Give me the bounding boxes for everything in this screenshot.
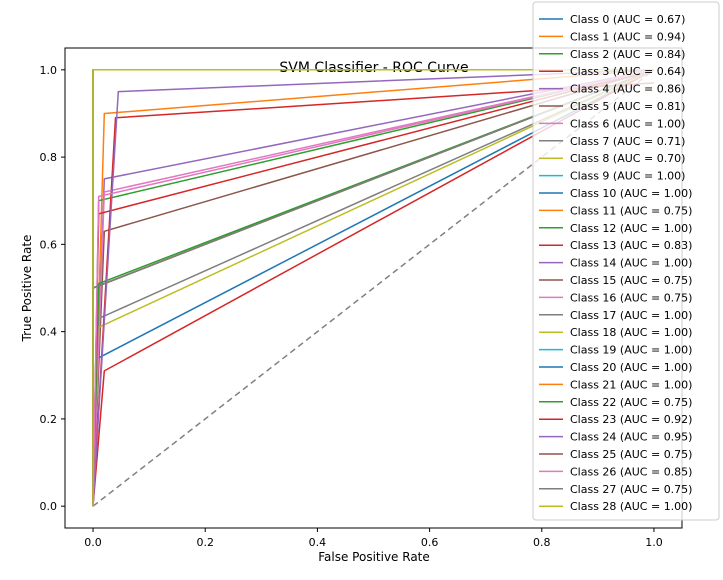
legend-label-class-5: Class 5 (AUC = 0.81)	[570, 100, 685, 113]
legend-label-class-3: Class 3 (AUC = 0.64)	[570, 65, 685, 78]
y-axis: 0.0 0.2 0.4 0.6 0.8 1.0	[40, 64, 65, 513]
legend-label-class-17: Class 17 (AUC = 1.00)	[570, 309, 692, 322]
legend-label-class-7: Class 7 (AUC = 0.71)	[570, 135, 685, 148]
legend-label-class-9: Class 9 (AUC = 1.00)	[570, 170, 685, 183]
series-line-class-26	[92, 69, 655, 507]
legend-label-class-6: Class 6 (AUC = 1.00)	[570, 117, 685, 130]
legend-label-class-13: Class 13 (AUC = 0.83)	[570, 239, 692, 252]
x-tick-label: 0.8	[533, 536, 551, 549]
legend-label-class-19: Class 19 (AUC = 1.00)	[570, 344, 692, 357]
x-tick-label: 0.6	[421, 536, 439, 549]
y-tick-label: 1.0	[40, 64, 58, 77]
x-tick-label: 1.0	[645, 536, 663, 549]
legend-label-class-27: Class 27 (AUC = 0.75)	[570, 483, 692, 496]
y-axis-label: True Positive Rate	[20, 235, 34, 343]
legend-label-class-22: Class 22 (AUC = 0.75)	[570, 396, 692, 409]
series-line-class-28	[92, 69, 654, 507]
legend-label-class-23: Class 23 (AUC = 0.92)	[570, 413, 692, 426]
legend-label-class-0: Class 0 (AUC = 0.67)	[570, 13, 685, 26]
legend-label-class-20: Class 20 (AUC = 1.00)	[570, 361, 692, 374]
legend-label-class-10: Class 10 (AUC = 1.00)	[570, 187, 692, 200]
x-axis: 0.0 0.2 0.4 0.6 0.8 1.0	[84, 528, 663, 549]
legend-label-class-11: Class 11 (AUC = 0.75)	[570, 204, 692, 217]
y-tick-label: 0.8	[40, 151, 58, 164]
x-tick-label: 0.4	[309, 536, 327, 549]
y-tick-label: 0.4	[40, 326, 58, 339]
y-tick-label: 0.2	[40, 413, 58, 426]
x-tick-label: 0.2	[196, 536, 214, 549]
legend-label-class-8: Class 8 (AUC = 0.70)	[570, 152, 685, 165]
legend-label-class-18: Class 18 (AUC = 1.00)	[570, 326, 692, 339]
legend-label-class-16: Class 16 (AUC = 0.75)	[570, 291, 692, 304]
series-line-class-16	[92, 69, 655, 507]
x-tick-label: 0.0	[84, 536, 102, 549]
legend: Class 0 (AUC = 0.67) Class 1 (AUC = 0.94)…	[532, 1, 720, 521]
legend-box	[532, 1, 720, 521]
legend-label-class-24: Class 24 (AUC = 0.95)	[570, 431, 692, 444]
legend-label-class-28: Class 28 (AUC = 1.00)	[570, 500, 692, 513]
chart-title: SVM Classifier - ROC Curve	[279, 60, 468, 76]
legend-label-class-21: Class 21 (AUC = 1.00)	[570, 378, 692, 391]
legend-label-class-1: Class 1 (AUC = 0.94)	[570, 30, 685, 43]
legend-label-class-2: Class 2 (AUC = 0.84)	[570, 48, 685, 61]
legend-label-class-25: Class 25 (AUC = 0.75)	[570, 448, 692, 461]
y-tick-label: 0.0	[40, 500, 58, 513]
legend-label-class-15: Class 15 (AUC = 0.75)	[570, 274, 692, 287]
y-tick-label: 0.6	[40, 238, 58, 251]
series-line-class-3	[92, 69, 655, 507]
legend-label-class-14: Class 14 (AUC = 1.00)	[570, 257, 692, 270]
series-layer	[92, 69, 655, 507]
legend-label-class-26: Class 26 (AUC = 0.85)	[570, 465, 692, 478]
legend-label-class-4: Class 4 (AUC = 0.86)	[570, 83, 685, 96]
x-axis-label: False Positive Rate	[318, 550, 430, 564]
series-line-class-24	[92, 69, 655, 507]
legend-label-class-12: Class 12 (AUC = 1.00)	[570, 222, 692, 235]
